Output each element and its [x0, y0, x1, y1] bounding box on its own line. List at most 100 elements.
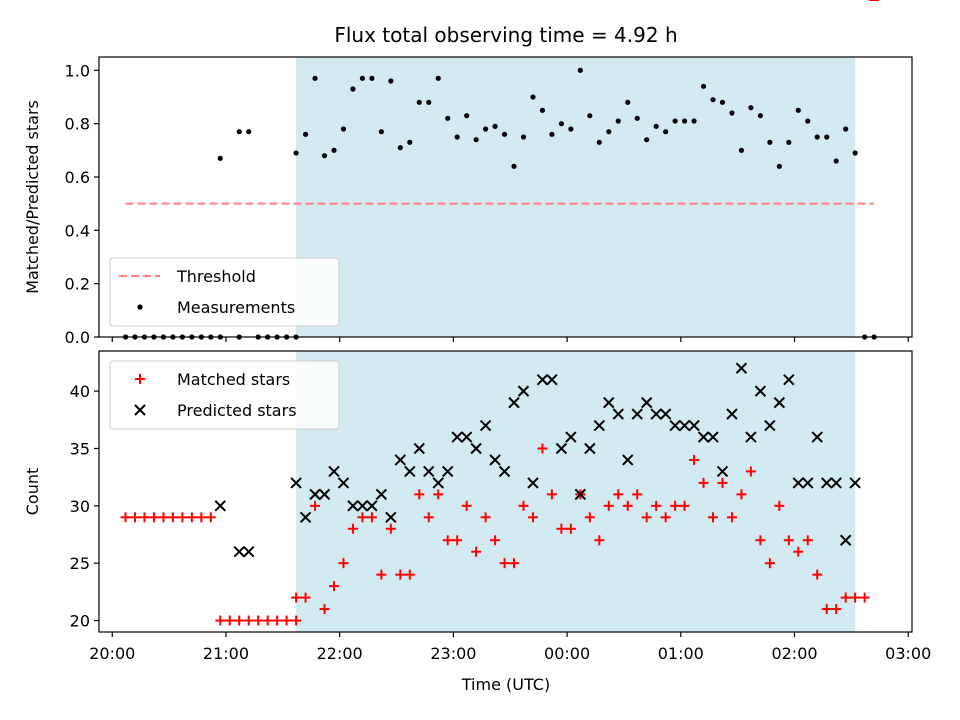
measurement-point [369, 75, 375, 81]
matched-point [708, 512, 719, 523]
cross-stroke [470, 442, 482, 455]
cross-stroke [659, 408, 672, 420]
predicted-point [802, 477, 814, 489]
matched-point [186, 512, 197, 523]
measurement-point [615, 118, 621, 124]
measurement-point [293, 150, 299, 156]
predicted-point [328, 465, 340, 478]
chart-title: Flux total observing time = 4.92 h [334, 23, 677, 47]
measurement-point [663, 129, 669, 135]
measurement-point [681, 118, 688, 124]
cross-stroke [479, 419, 492, 432]
predicted-point [385, 511, 397, 524]
measurement-point [530, 94, 536, 100]
cross-stroke [603, 396, 615, 409]
matched-point [584, 512, 595, 523]
matched-point [850, 592, 861, 603]
measurement-point [473, 137, 479, 143]
legend-item: Matched stars [135, 370, 290, 389]
predicted-point [290, 477, 302, 489]
matched-point [205, 512, 216, 523]
matched-point [499, 558, 510, 569]
matched-point [783, 535, 794, 546]
measurement-point [407, 139, 413, 145]
cross-stroke [584, 442, 596, 455]
cross-stroke [517, 385, 530, 397]
cross-stroke [764, 419, 776, 432]
predicted-point [527, 477, 539, 489]
predicted-point [356, 500, 369, 512]
predicted-point [337, 477, 350, 489]
predicted-point [811, 431, 823, 443]
cross-stroke [243, 546, 255, 558]
matched-point [689, 454, 700, 465]
matched-point [660, 512, 671, 523]
measurement-point [236, 129, 242, 135]
x-tick-label: 00:00 [544, 644, 590, 663]
predicted-point [423, 465, 435, 478]
matched-point [376, 569, 387, 580]
cross-stroke [622, 454, 634, 466]
predicted-point [726, 408, 738, 420]
cross-stroke [318, 488, 331, 501]
measurement-point [568, 126, 574, 132]
matched-point [527, 512, 538, 523]
matched-point [461, 500, 472, 511]
measurement-point [558, 121, 565, 127]
predicted-point [603, 396, 615, 409]
matched-point [300, 592, 311, 603]
measurement-point [795, 107, 801, 113]
matched-point [385, 523, 396, 534]
measurement-point [331, 147, 337, 153]
measurement-point [748, 105, 754, 111]
measurement-point [350, 86, 356, 92]
cross-stroke [441, 465, 454, 478]
x-tick-label: 23:00 [430, 644, 476, 663]
y-axis-title: Matched/Predicted stars [23, 100, 42, 294]
matched-point [509, 558, 520, 569]
predicted-point [375, 488, 388, 501]
bottom-panel: 20 25 30 35 40 20:00 21:00 22:00 23:00 00:00 01:00… [23, 0, 931, 663]
cross-stroke [839, 534, 852, 546]
measurement-point [738, 147, 745, 153]
matched-point [452, 535, 463, 546]
predicted-point [299, 511, 312, 524]
matched-point [537, 443, 548, 454]
matched-point [357, 512, 368, 523]
measurement-point [426, 99, 432, 105]
matched-point [310, 500, 321, 511]
predicted-point [783, 373, 795, 386]
cross-stroke [707, 431, 719, 443]
matched-point [423, 512, 434, 523]
y-tick-label: 0.4 [65, 221, 90, 240]
predicted-point [565, 431, 577, 443]
predicted-point [821, 477, 833, 489]
y-tick-label: 35 [70, 439, 90, 458]
measurement-point [388, 78, 394, 84]
predicted-point [650, 408, 662, 420]
matched-point [859, 592, 870, 603]
y-tick-label: 30 [70, 497, 90, 516]
cross-stroke [536, 373, 549, 386]
matched-point [632, 489, 643, 500]
matched-point [120, 512, 131, 523]
cross-stroke [214, 500, 226, 512]
legend-swatch [137, 304, 143, 310]
x-tick-label: 01:00 [658, 644, 704, 663]
measurement-point [340, 126, 347, 132]
matched-point [812, 569, 823, 580]
cross-stroke [423, 465, 435, 478]
cross-stroke [593, 419, 606, 432]
cross-stroke [802, 477, 814, 489]
matched-point [546, 489, 557, 500]
cross-stroke [385, 511, 397, 524]
measurement-point [539, 107, 546, 113]
cross-stroke [413, 442, 425, 455]
matched-point [745, 466, 756, 477]
legend: Matched stars Predicted stars [109, 360, 340, 430]
series-predicted-stars [214, 362, 861, 558]
measurement-point [416, 99, 422, 105]
legend-label: Predicted stars [177, 401, 297, 420]
measurement-point [520, 134, 527, 140]
cross-stroke [678, 419, 691, 432]
